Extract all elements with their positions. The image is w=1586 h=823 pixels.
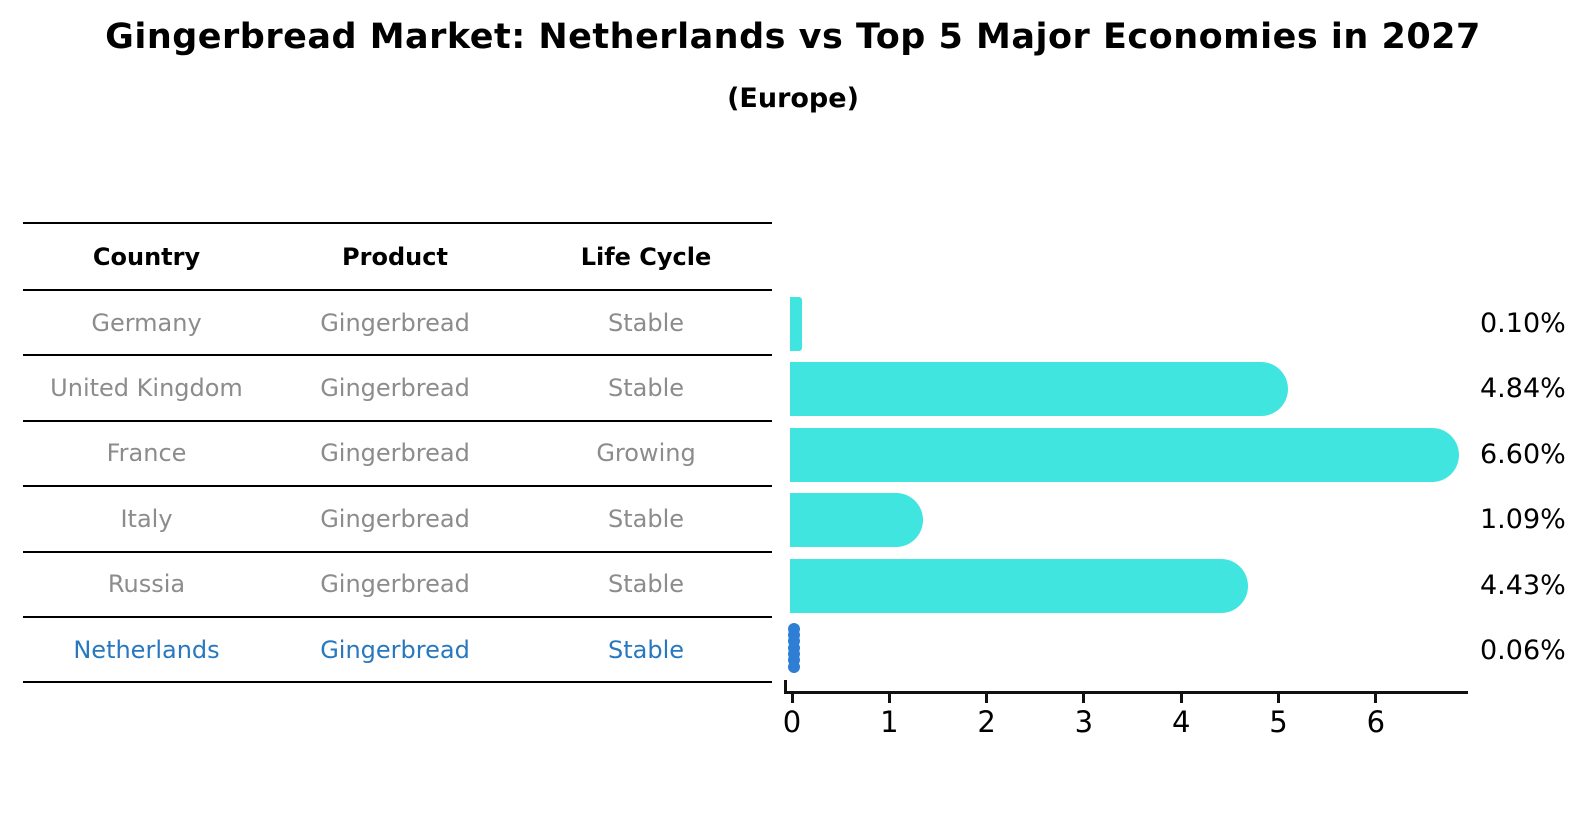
table-cell-product: Gingerbread [320, 635, 470, 664]
x-tick-label-5: 5 [1269, 705, 1288, 739]
table-cell-life-cycle: Stable [607, 635, 685, 664]
x-tick-label-3: 3 [1074, 705, 1094, 739]
table-row-russia: Russia Gingerbread Stable [23, 553, 772, 618]
table-cell-product: Gingerbread [320, 570, 470, 599]
page-title: Gingerbread Market: Netherlands vs Top 5… [105, 17, 1481, 57]
x-tick-1 [887, 694, 891, 703]
table-header-row: Country Product Life Cycle [23, 224, 772, 291]
table-header-life-cycle: Life Cycle [580, 242, 712, 271]
x-axis-line [784, 691, 1468, 694]
table-cell-product: Gingerbread [320, 308, 470, 337]
table-cell-life-cycle: Stable [607, 374, 685, 403]
x-tick-4 [1179, 694, 1183, 703]
bar-italy [790, 493, 924, 548]
country-table: Country Product Life Cycle Germany Gingerbr… [23, 222, 772, 684]
x-tick-3 [1082, 694, 1086, 703]
x-tick-label-1: 1 [880, 705, 899, 739]
table-cell-country: Russia [107, 570, 186, 599]
table-cell-country: Italy [120, 504, 173, 533]
table-row-italy: Italy Gingerbread Stable [23, 487, 772, 553]
table-cell-life-cycle: Stable [607, 504, 685, 533]
value-label-united-kingdom: 4.84% [1480, 373, 1566, 405]
table-cell-product: Gingerbread [320, 439, 470, 468]
value-label-italy: 1.09% [1480, 504, 1566, 536]
value-label-france: 6.60% [1480, 438, 1566, 470]
x-tick-label-4: 4 [1171, 705, 1191, 739]
page-subtitle: (Europe) [727, 83, 859, 114]
table-row-united-kingdom: United Kingdom Gingerbread Stable [23, 356, 772, 422]
table-cell-country: France [106, 439, 187, 468]
x-tick-label-6: 6 [1366, 705, 1386, 739]
x-tick-label-2: 2 [977, 705, 996, 739]
value-label-germany: 0.10% [1480, 308, 1566, 339]
table-cell-product: Gingerbread [320, 504, 470, 533]
x-tick-6 [1374, 694, 1378, 703]
bar-russia [790, 558, 1249, 613]
table-cell-country: Netherlands [73, 635, 220, 664]
value-label-russia: 4.43% [1480, 569, 1566, 601]
table-header-product: Product [342, 242, 448, 271]
highlight-marker-netherlands [788, 623, 800, 635]
x-tick-2 [985, 694, 989, 703]
table-cell-life-cycle: Stable [607, 570, 685, 599]
x-tick-5 [1277, 694, 1280, 703]
bar-united-kingdom [790, 362, 1288, 417]
table-body: Germany Gingerbread Stable United Kingdom Gi… [23, 291, 772, 684]
table-cell-country: United Kingdom [50, 374, 243, 403]
table-row-netherlands: Netherlands Gingerbread Stable [23, 618, 772, 684]
table-cell-life-cycle: Stable [607, 308, 685, 337]
table-cell-product: Gingerbread [320, 374, 470, 403]
table-header-country: Country [92, 242, 201, 271]
bar-germany [790, 297, 802, 351]
value-label-netherlands: 0.06% [1480, 635, 1566, 666]
table-cell-country: Germany [91, 308, 202, 337]
table-row-france: France Gingerbread Growing [23, 422, 772, 488]
bar-france [790, 427, 1460, 482]
table-row-germany: Germany Gingerbread Stable [23, 291, 772, 357]
x-tick-label-0: 0 [782, 705, 802, 739]
table-cell-life-cycle: Growing [596, 439, 696, 468]
x-axis-origin-stub [784, 680, 787, 693]
x-tick-0 [790, 694, 794, 703]
